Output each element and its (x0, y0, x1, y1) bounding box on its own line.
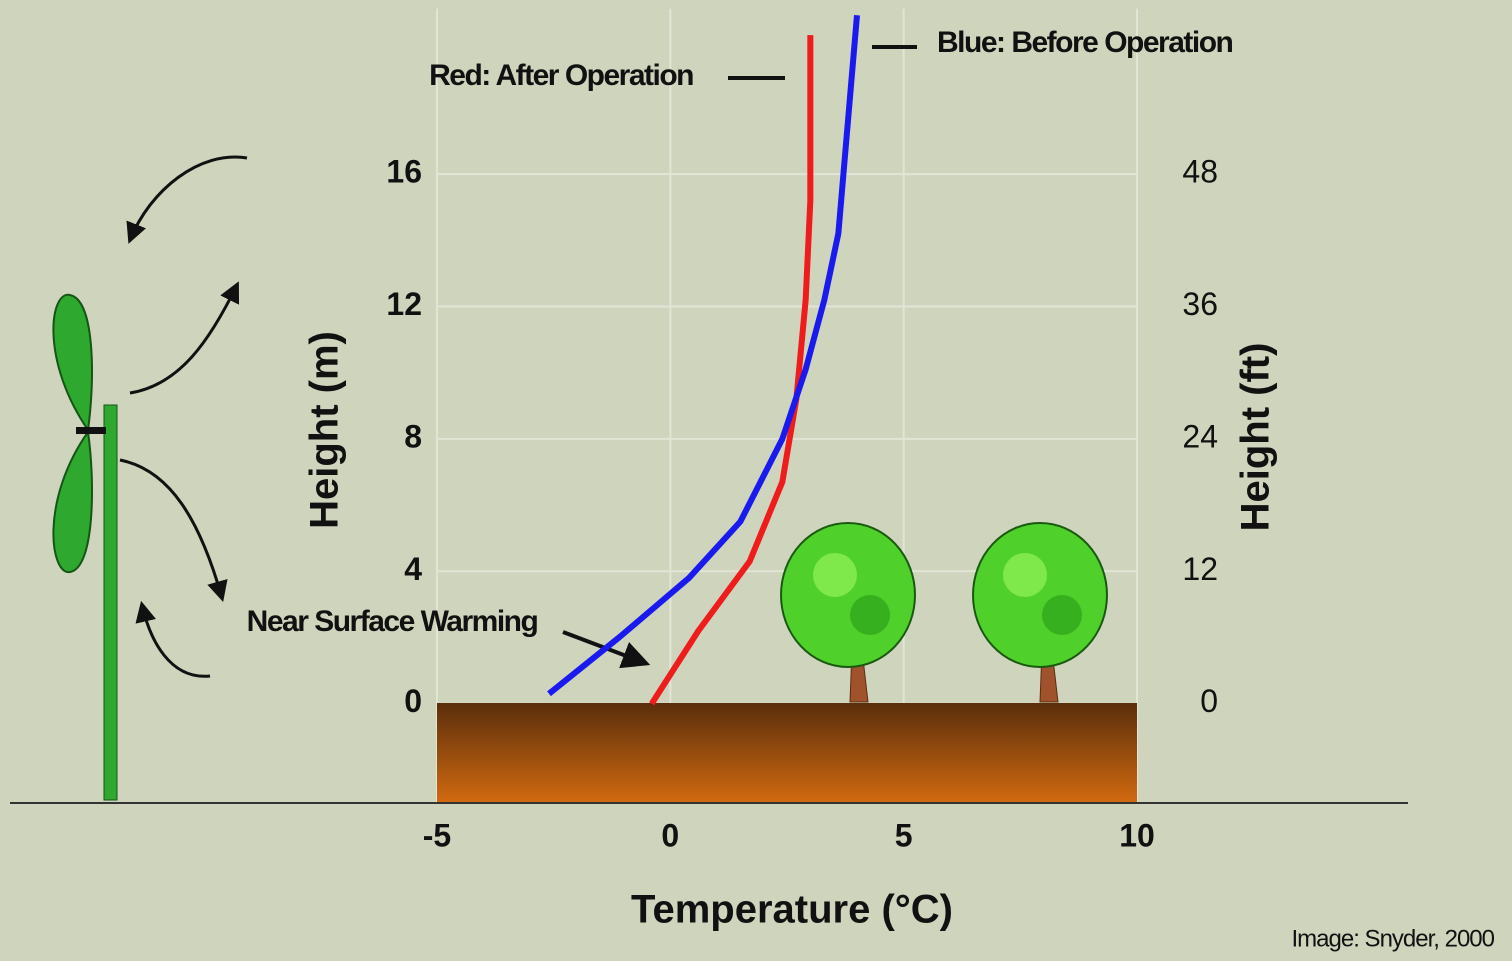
chart: Temperature (°C) Height (m) Height (ft) … (0, 0, 1512, 961)
legend-label: Red: After Operation (429, 59, 693, 92)
y-tick-label: 12 (386, 286, 422, 322)
y-axis-title: Height (m) (303, 331, 347, 529)
y2-tick-label: 24 (1182, 418, 1218, 454)
y2-tick-label: 48 (1182, 154, 1218, 190)
grid (437, 9, 1137, 803)
x-tick-label: 5 (895, 817, 913, 853)
airflow-arrows (120, 157, 247, 676)
ground (437, 703, 1137, 803)
legend-label: Blue: Before Operation (937, 26, 1233, 59)
credit: Image: Snyder, 2000 (1292, 925, 1495, 952)
y2-tick-label: 12 (1182, 551, 1218, 587)
annotation: Near Surface Warming (247, 605, 538, 638)
x-axis-title: Temperature (°C) (631, 888, 953, 932)
y-tick-label: 8 (404, 418, 422, 454)
y2-tick-label: 0 (1200, 683, 1218, 719)
x-tick-label: 0 (661, 817, 679, 853)
y-tick-label: 16 (386, 154, 422, 190)
tree (781, 523, 915, 702)
page: {"chart_data": {"type": "line", "xlabel"… (0, 0, 1512, 961)
y2-axis-title: Height (ft) (1234, 343, 1278, 532)
y-tick-label: 4 (404, 551, 422, 587)
x-tick-label: 10 (1119, 817, 1155, 853)
y-tick-label: 0 (404, 683, 422, 719)
y2-tick-label: 36 (1182, 286, 1218, 322)
wind-machine (53, 295, 117, 800)
tree (973, 523, 1107, 702)
x-tick-label: -5 (423, 817, 451, 853)
